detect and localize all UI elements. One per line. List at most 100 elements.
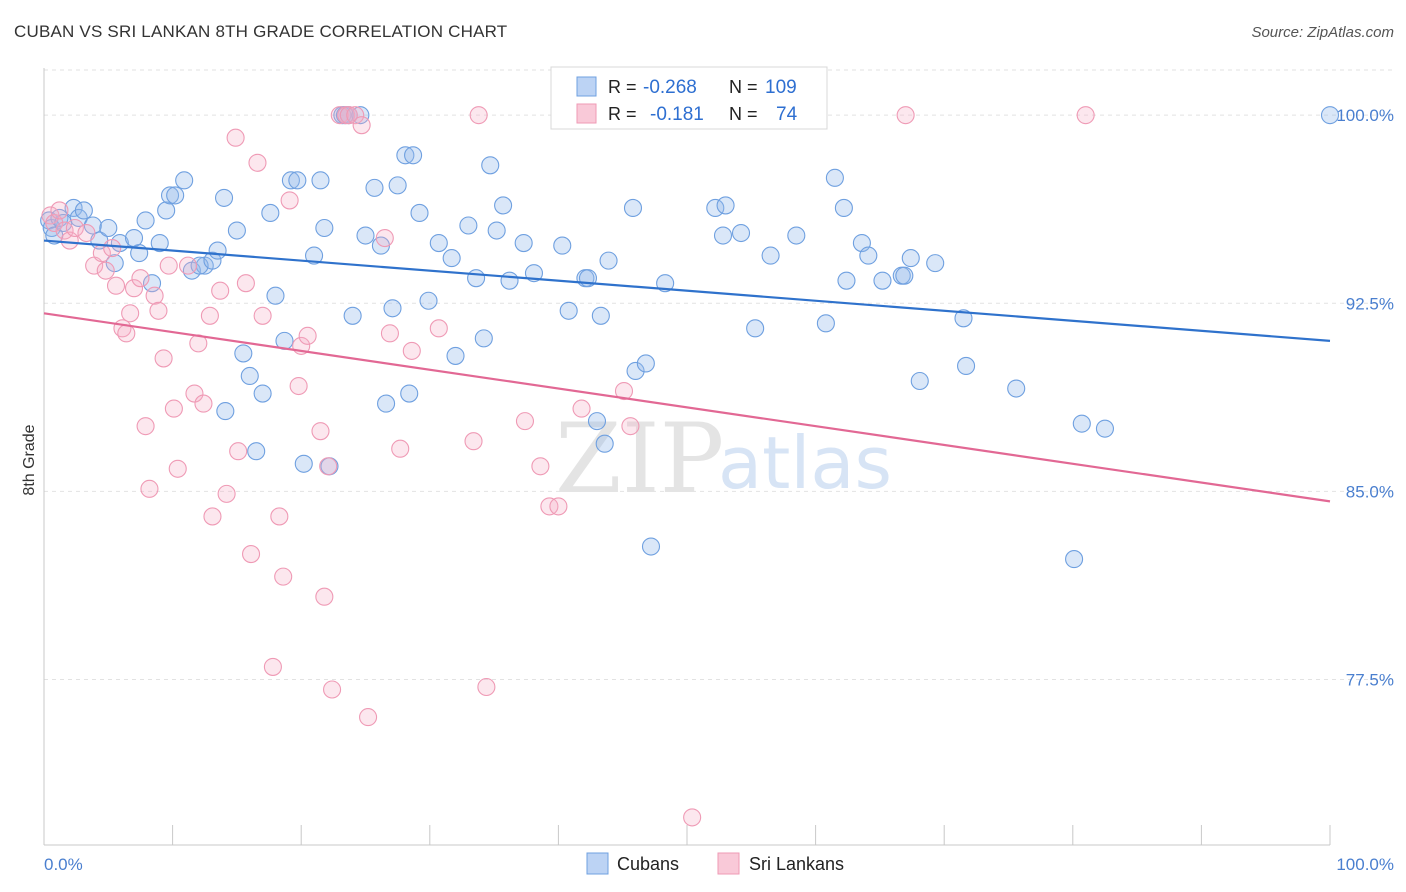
cuban-point-72 bbox=[553, 236, 572, 255]
stats-r-value-1: -0.268 bbox=[643, 77, 697, 98]
srilankan-point-5 bbox=[65, 218, 84, 238]
cubans-points bbox=[40, 106, 1340, 569]
srilankan-point-25 bbox=[178, 256, 198, 275]
cuban-point-17 bbox=[150, 234, 169, 253]
cuban-point-106 bbox=[1007, 379, 1026, 398]
cuban-point-66 bbox=[481, 156, 500, 175]
stats-swatch-srilankans bbox=[576, 103, 597, 124]
stats-r-label-1: R = bbox=[608, 77, 637, 97]
legend-label-srilankans: Sri Lankans bbox=[749, 854, 844, 874]
cuban-point-60 bbox=[429, 234, 448, 253]
stats-r-label-2: R = bbox=[608, 104, 637, 124]
y-tick-label-1: 92.5% bbox=[1346, 294, 1394, 313]
cuban-point-92 bbox=[816, 314, 835, 333]
srilankan-point-48 bbox=[319, 457, 338, 476]
srilankan-point-49 bbox=[323, 680, 342, 699]
cuban-point-28 bbox=[216, 402, 235, 421]
srilankan-point-68 bbox=[572, 399, 591, 418]
y-tick-label-0: 100.0% bbox=[1336, 106, 1394, 125]
cuban-point-69 bbox=[500, 271, 519, 290]
srilankan-point-61 bbox=[464, 432, 483, 451]
cuban-point-57 bbox=[404, 146, 423, 165]
cuban-point-38 bbox=[288, 171, 307, 190]
cuban-point-93 bbox=[825, 168, 844, 187]
srilankan-point-65 bbox=[531, 457, 550, 476]
cuban-point-39 bbox=[294, 454, 313, 473]
legend-swatch-cubans bbox=[586, 852, 609, 875]
srilankan-point-55 bbox=[359, 708, 378, 727]
watermark: ZIP atlas bbox=[555, 403, 892, 515]
cuban-point-55 bbox=[396, 146, 415, 165]
cuban-point-102 bbox=[910, 371, 929, 391]
stats-legend-box bbox=[550, 66, 828, 130]
cuban-point-79 bbox=[599, 251, 618, 270]
stats-n-value-1: 109 bbox=[765, 77, 797, 98]
trend-lines bbox=[43, 239, 1331, 503]
cuban-point-37 bbox=[281, 171, 300, 190]
srilankan-point-57 bbox=[380, 324, 399, 343]
watermark-atlas: atlas bbox=[718, 421, 892, 505]
cuban-point-94 bbox=[834, 198, 853, 217]
cuban-point-20 bbox=[166, 186, 185, 205]
cuban-point-97 bbox=[859, 246, 878, 265]
legend-swatch-srilankans bbox=[717, 852, 740, 875]
srilankan-point-31 bbox=[211, 281, 230, 300]
cuban-point-50 bbox=[365, 178, 384, 197]
srilankan-point-9 bbox=[96, 261, 115, 280]
cuban-point-7 bbox=[74, 201, 93, 220]
bottom-legend: Cubans Sri Lankans bbox=[586, 852, 844, 875]
cuban-point-78 bbox=[595, 434, 614, 453]
cuban-point-103 bbox=[926, 254, 945, 273]
srilankan-point-18 bbox=[140, 479, 159, 498]
stats-r-value-2: -0.181 bbox=[650, 104, 704, 125]
cuban-point-104 bbox=[954, 309, 973, 328]
srilankan-point-13 bbox=[117, 324, 136, 343]
srilankan-point-47 bbox=[315, 587, 334, 606]
cuban-point-63 bbox=[459, 216, 478, 235]
srilankan-point-56 bbox=[375, 228, 394, 248]
cuban-point-80 bbox=[623, 198, 643, 217]
srilankan-point-17 bbox=[136, 417, 155, 436]
source-label: Source: ZipAtlas.com bbox=[1251, 24, 1394, 41]
cuban-point-100 bbox=[895, 266, 914, 285]
srilankan-point-15 bbox=[124, 279, 144, 298]
srilankan-point-26 bbox=[185, 384, 204, 403]
srilankan-point-33 bbox=[226, 128, 245, 147]
cuban-point-98 bbox=[873, 271, 892, 290]
cuban-point-68 bbox=[494, 196, 513, 215]
cuban-point-35 bbox=[266, 286, 285, 305]
y-tick-label-2: 85.0% bbox=[1346, 482, 1394, 501]
stats-legend: R = -0.268 N = 109 R = -0.181 N = 74 bbox=[550, 66, 828, 130]
srilankan-point-40 bbox=[270, 507, 289, 526]
x-tick-label-max: 100.0% bbox=[1336, 855, 1394, 874]
srilankan-point-30 bbox=[203, 507, 222, 526]
srilankan-point-36 bbox=[241, 545, 261, 564]
cuban-point-90 bbox=[761, 246, 780, 265]
srilankan-point-22 bbox=[159, 256, 178, 275]
sri-lankans-trend-line bbox=[43, 312, 1331, 503]
cuban-point-70 bbox=[514, 234, 533, 253]
srilankan-point-14 bbox=[121, 304, 140, 323]
srilankan-point-72 bbox=[896, 106, 915, 125]
cuban-point-26 bbox=[208, 241, 227, 260]
cuban-point-61 bbox=[442, 249, 461, 268]
x-tick-label-min: 0.0% bbox=[44, 855, 83, 874]
stats-n-value-2: 74 bbox=[776, 104, 798, 125]
srilankan-point-59 bbox=[402, 341, 421, 360]
srilankan-point-41 bbox=[274, 567, 293, 586]
cuban-point-42 bbox=[315, 218, 334, 238]
cuban-point-31 bbox=[240, 366, 259, 386]
cuban-point-109 bbox=[1095, 419, 1114, 438]
srilankan-point-60 bbox=[429, 319, 448, 338]
cuban-point-95 bbox=[837, 271, 856, 290]
cuban-point-56 bbox=[400, 384, 419, 403]
srilankan-point-34 bbox=[229, 442, 248, 461]
watermark-zip: ZIP bbox=[555, 403, 724, 515]
cuban-point-91 bbox=[787, 226, 806, 245]
cuban-point-15 bbox=[136, 211, 155, 230]
cuban-point-11 bbox=[105, 254, 124, 273]
srilankan-point-39 bbox=[263, 657, 282, 676]
srilankan-point-6 bbox=[77, 223, 96, 243]
y-tick-labels: 100.0% 92.5% 85.0% 77.5% bbox=[1336, 106, 1394, 689]
cuban-point-41 bbox=[311, 171, 330, 190]
